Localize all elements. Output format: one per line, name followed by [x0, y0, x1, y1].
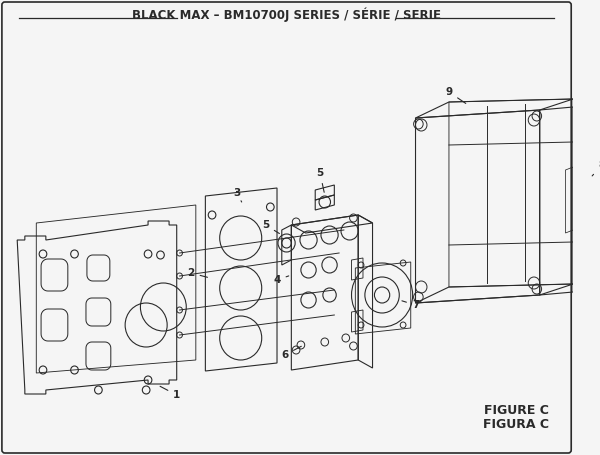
Text: FIGURE C: FIGURE C — [484, 404, 549, 416]
Text: 4: 4 — [274, 275, 289, 285]
Text: 2: 2 — [187, 268, 208, 278]
Text: 5: 5 — [316, 168, 324, 192]
Text: 3: 3 — [233, 188, 242, 202]
Text: 8: 8 — [592, 160, 600, 176]
Text: 7: 7 — [402, 300, 419, 310]
FancyBboxPatch shape — [2, 2, 571, 453]
Text: 6: 6 — [281, 346, 301, 360]
Text: 1: 1 — [160, 386, 181, 400]
Text: BLACK MAX – BM10700J SERIES / SÉRIE / SERIE: BLACK MAX – BM10700J SERIES / SÉRIE / SE… — [132, 8, 441, 22]
Text: FIGURA C: FIGURA C — [483, 419, 549, 431]
Text: 5: 5 — [262, 220, 280, 233]
Text: 9: 9 — [445, 87, 466, 103]
